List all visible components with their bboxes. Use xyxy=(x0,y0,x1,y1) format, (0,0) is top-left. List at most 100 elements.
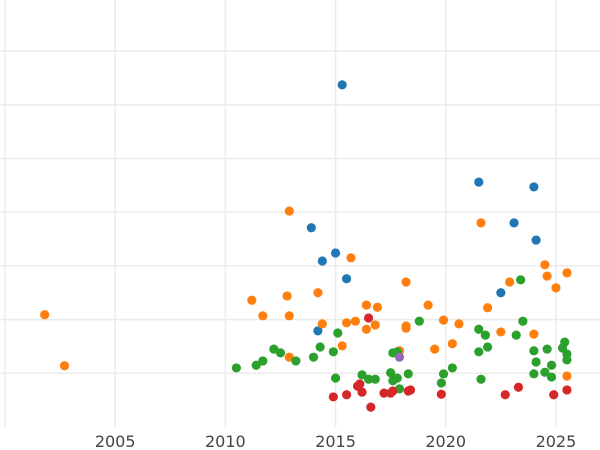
data-point xyxy=(306,223,316,233)
data-point xyxy=(562,371,572,381)
data-point xyxy=(341,318,352,328)
data-point xyxy=(546,372,557,382)
data-point xyxy=(542,344,552,354)
data-point xyxy=(500,390,510,400)
data-point xyxy=(330,248,341,258)
data-point xyxy=(474,324,484,334)
data-point xyxy=(518,316,528,326)
data-point xyxy=(341,274,352,284)
data-point xyxy=(364,374,374,384)
data-point xyxy=(308,352,319,362)
data-point xyxy=(438,315,449,325)
data-point xyxy=(438,369,449,379)
data-point xyxy=(516,275,526,285)
data-point xyxy=(346,253,356,263)
data-point xyxy=(454,319,464,329)
data-point xyxy=(386,368,396,378)
x-axis-ticks: 2005 2010 2015 2020 2025 xyxy=(95,432,576,450)
data-point xyxy=(529,329,539,339)
data-point xyxy=(405,385,416,395)
data-point xyxy=(529,346,539,356)
data-point xyxy=(284,311,294,321)
data-point xyxy=(549,390,559,400)
data-point xyxy=(447,363,457,373)
x-tick-label: 2010 xyxy=(205,432,246,450)
data-point xyxy=(370,320,380,330)
data-point xyxy=(313,288,323,298)
data-point xyxy=(315,342,325,352)
data-point xyxy=(313,326,323,336)
data-points xyxy=(40,80,572,412)
data-point xyxy=(529,369,539,379)
data-point xyxy=(328,392,338,402)
data-point xyxy=(474,347,484,357)
data-point xyxy=(275,348,286,358)
data-point xyxy=(317,256,327,266)
data-point xyxy=(388,386,398,396)
data-point xyxy=(513,382,524,392)
x-tick-label: 2015 xyxy=(315,432,356,450)
data-point xyxy=(337,80,347,90)
data-point xyxy=(333,328,343,338)
data-point xyxy=(350,316,360,326)
data-point xyxy=(403,369,413,379)
data-point xyxy=(372,302,383,312)
data-point xyxy=(542,271,552,281)
data-point xyxy=(474,177,484,187)
x-tick-label: 2020 xyxy=(425,432,466,450)
data-point xyxy=(511,330,521,340)
x-tick-label: 2005 xyxy=(95,432,136,450)
data-point xyxy=(401,277,411,287)
data-point xyxy=(370,374,380,384)
data-point xyxy=(423,300,433,310)
data-point xyxy=(430,344,440,354)
data-point xyxy=(247,295,257,305)
data-point xyxy=(282,291,292,301)
data-point xyxy=(476,374,486,384)
data-point xyxy=(251,360,261,370)
data-point xyxy=(291,356,301,366)
data-point xyxy=(546,360,557,370)
data-point xyxy=(509,218,519,228)
data-point xyxy=(496,288,506,298)
data-point xyxy=(401,323,411,333)
data-point xyxy=(231,363,241,373)
data-point xyxy=(505,277,515,287)
data-point xyxy=(379,388,389,398)
data-point xyxy=(361,300,372,310)
data-point xyxy=(284,206,294,216)
data-point xyxy=(317,319,327,329)
data-point xyxy=(258,311,268,321)
data-point xyxy=(436,378,446,388)
data-point xyxy=(330,373,341,383)
data-point xyxy=(447,339,457,349)
data-point xyxy=(258,356,268,366)
data-point xyxy=(483,342,493,352)
data-point xyxy=(364,313,374,323)
data-point xyxy=(562,385,572,395)
data-point xyxy=(476,218,486,228)
gridlines xyxy=(0,0,600,427)
data-point xyxy=(357,370,367,380)
data-point xyxy=(361,324,372,334)
data-point xyxy=(483,303,493,313)
data-point xyxy=(341,390,352,400)
data-point xyxy=(496,327,506,337)
data-point xyxy=(414,316,424,326)
data-point xyxy=(355,379,365,389)
data-point xyxy=(562,268,572,278)
data-point xyxy=(40,310,50,320)
data-point xyxy=(394,352,405,362)
data-point xyxy=(357,387,367,397)
data-point xyxy=(562,355,572,365)
data-point xyxy=(328,347,338,357)
data-point xyxy=(392,373,402,383)
x-tick-label: 2025 xyxy=(536,432,577,450)
data-point xyxy=(540,260,550,270)
data-point xyxy=(540,367,550,377)
data-point xyxy=(436,389,446,399)
data-point xyxy=(59,361,70,371)
data-point xyxy=(366,402,376,412)
data-point xyxy=(531,357,541,367)
